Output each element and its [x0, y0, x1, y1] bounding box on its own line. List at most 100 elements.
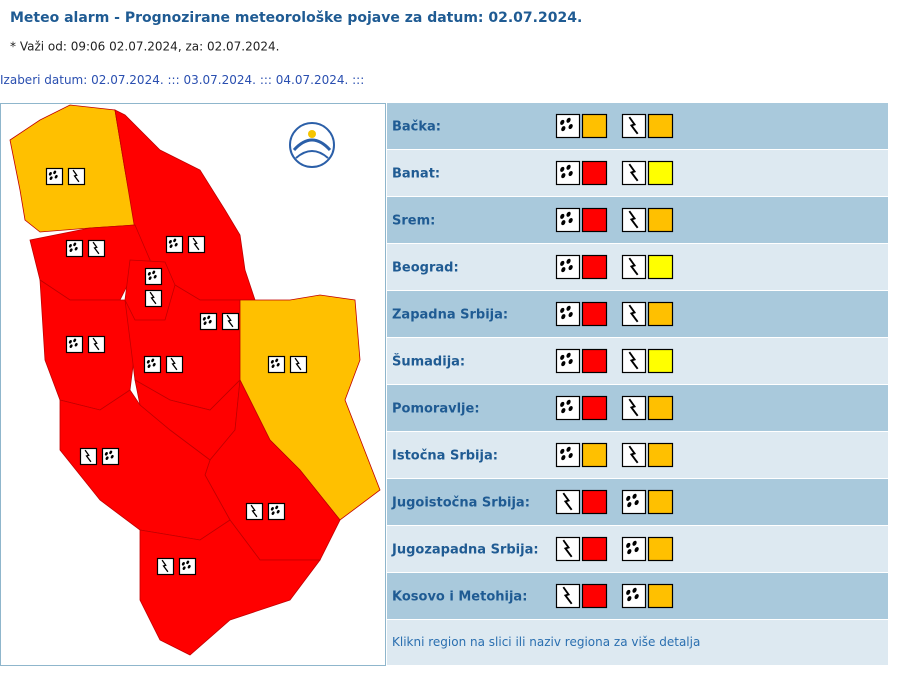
- lightning: [170, 357, 178, 371]
- rain-drop: [627, 502, 632, 508]
- rain-drop: [74, 342, 78, 347]
- rain-drop: [109, 450, 113, 455]
- rain-drop: [49, 176, 53, 180]
- rain-drop: [173, 238, 177, 243]
- lightning: [192, 237, 200, 251]
- warning-level: [581, 348, 608, 374]
- date-link[interactable]: 04.07.2024.: [276, 73, 349, 87]
- lightning: [562, 539, 573, 558]
- lightning: [149, 291, 157, 305]
- rain-drop: [566, 399, 571, 405]
- rain-drop: [181, 562, 185, 566]
- region-name[interactable]: Jugoistočna Srbija:: [391, 496, 530, 511]
- icon-box: [555, 489, 581, 515]
- rain-drop: [560, 354, 565, 360]
- rain-drop: [560, 119, 565, 125]
- warning-level: [647, 113, 674, 139]
- icon-box: [621, 583, 647, 609]
- rain-drop: [276, 362, 280, 367]
- date-link[interactable]: 03.07.2024.: [183, 73, 256, 87]
- region-name[interactable]: Srem:: [392, 214, 435, 229]
- warning-level: [647, 207, 674, 233]
- rain-drop: [561, 267, 566, 273]
- rain-drop: [68, 244, 72, 248]
- icon-box: [289, 355, 308, 374]
- warning-level: [647, 254, 674, 280]
- rain-drop: [105, 456, 109, 460]
- region-name[interactable]: Bačka:: [392, 120, 441, 135]
- rain-drop: [271, 511, 275, 515]
- map-region[interactable]: [139, 519, 321, 656]
- rain-drop: [275, 358, 279, 363]
- region-name[interactable]: Kosovo i Metohija:: [392, 590, 527, 605]
- rain-drop: [626, 495, 631, 501]
- lightning: [226, 314, 234, 328]
- icon-box: [555, 395, 581, 421]
- rain-drop: [152, 270, 156, 275]
- lightning: [628, 163, 639, 182]
- rain-drop: [187, 564, 191, 569]
- rain-drop: [568, 406, 573, 412]
- footer-row: [387, 620, 888, 665]
- rain-drop: [146, 360, 150, 364]
- lightning: [628, 304, 639, 323]
- warning-level: [647, 160, 674, 186]
- footer-note: Klikni region na slici ili naziv regiona…: [392, 635, 700, 649]
- icon-box: [621, 489, 647, 515]
- icon-box: [156, 557, 175, 576]
- warning-level: [581, 160, 608, 186]
- region-name[interactable]: Beograd:: [392, 261, 459, 276]
- rain-drop: [561, 220, 566, 226]
- rain-drop: [561, 126, 566, 132]
- icon-box: [621, 301, 647, 327]
- rain-drop: [168, 240, 172, 244]
- icon-box: [165, 355, 184, 374]
- icon-box: [144, 289, 163, 308]
- region-name[interactable]: Banat:: [392, 167, 440, 182]
- icon-box: [67, 167, 86, 186]
- region-name[interactable]: Jugozapadna Srbija:: [391, 543, 539, 558]
- map-region[interactable]: [59, 389, 231, 541]
- date-link[interactable]: 02.07.2024.: [91, 73, 164, 87]
- icon-box: [87, 335, 106, 354]
- date-line: Izaberi datum: 02.07.2024. ::: 03.07.202…: [0, 73, 364, 87]
- rain-drop: [104, 452, 108, 456]
- region-name[interactable]: Istočna Srbija:: [392, 449, 498, 464]
- lightning: [161, 559, 169, 573]
- rain-drop: [270, 507, 274, 511]
- date-separator: :::: [167, 73, 179, 87]
- rain-drop: [186, 560, 190, 565]
- rain-drop: [203, 321, 207, 325]
- icon-box: [187, 235, 206, 254]
- rain-drop: [147, 272, 151, 276]
- rain-drop: [110, 454, 114, 459]
- rain-drop: [568, 171, 573, 177]
- warning-level: [581, 113, 608, 139]
- warning-level: [647, 301, 674, 327]
- date-label: Izaberi datum:: [0, 73, 87, 87]
- rain-drop: [634, 500, 639, 506]
- date-separator: :::: [260, 73, 272, 87]
- rain-drop: [632, 587, 637, 593]
- rain-drop: [53, 170, 57, 175]
- region-name[interactable]: Zapadna Srbija:: [392, 308, 508, 323]
- rain-drop: [174, 242, 178, 247]
- warning-level: [647, 583, 674, 609]
- region-table: Bačka: Banat: Srem: Beograd: Zapadna Srbija:…: [387, 103, 888, 665]
- rain-drop: [634, 594, 639, 600]
- map: [9, 104, 381, 656]
- region-name[interactable]: Pomoravlje:: [392, 402, 480, 417]
- icon-box: [621, 348, 647, 374]
- rain-drop: [69, 344, 73, 348]
- region-name[interactable]: Šumadija:: [392, 354, 465, 370]
- warning-level: [647, 348, 674, 374]
- icon-box: [555, 254, 581, 280]
- warning-level: [581, 207, 608, 233]
- lightning: [562, 492, 573, 511]
- rain-drop: [566, 352, 571, 358]
- rain-drop: [270, 360, 274, 364]
- rain-drop: [560, 213, 565, 219]
- date-separator: :::: [352, 73, 364, 87]
